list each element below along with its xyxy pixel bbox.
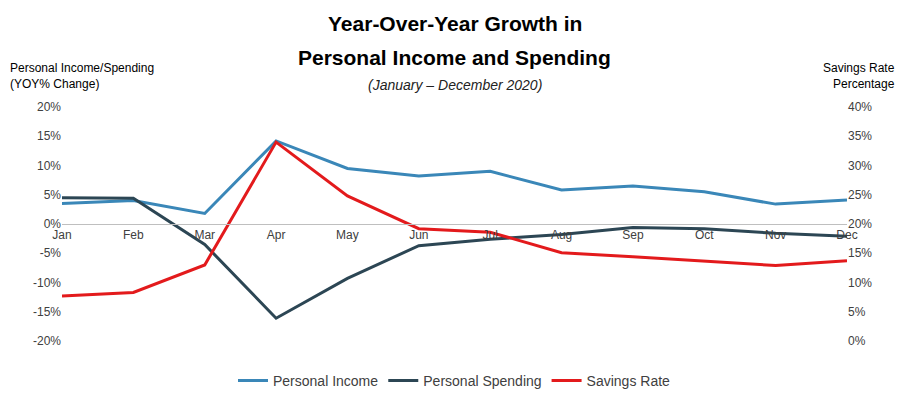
svg-text:-20%: -20%: [33, 334, 61, 348]
svg-text:Sep: Sep: [622, 228, 644, 242]
svg-text:May: May: [336, 228, 359, 242]
svg-text:Savings RatePercentage: Savings RatePercentage: [823, 61, 895, 91]
svg-text:Jul: Jul: [483, 228, 498, 242]
svg-text:Personal Income and Spending: Personal Income and Spending: [298, 46, 611, 69]
svg-text:Personal Income/Spending(YOY%: Personal Income/Spending(YOY% Change): [10, 61, 154, 91]
svg-text:Personal Spending: Personal Spending: [423, 373, 541, 389]
svg-text:Feb: Feb: [123, 228, 144, 242]
svg-text:10%: 10%: [37, 159, 61, 173]
svg-text:15%: 15%: [37, 129, 61, 143]
svg-text:Apr: Apr: [267, 228, 286, 242]
svg-text:25%: 25%: [848, 188, 872, 202]
svg-text:Dec: Dec: [836, 228, 857, 242]
svg-text:30%: 30%: [848, 159, 872, 173]
svg-text:Mar: Mar: [194, 228, 215, 242]
svg-text:Aug: Aug: [551, 228, 572, 242]
svg-text:0%: 0%: [44, 217, 62, 231]
svg-text:5%: 5%: [848, 305, 866, 319]
svg-text:-10%: -10%: [33, 276, 61, 290]
svg-text:40%: 40%: [848, 100, 872, 114]
svg-text:5%: 5%: [44, 188, 62, 202]
svg-text:Jun: Jun: [409, 228, 428, 242]
svg-text:10%: 10%: [848, 276, 872, 290]
svg-text:Year-Over-Year Growth in: Year-Over-Year Growth in: [328, 12, 582, 35]
svg-text:(January – December 2020): (January – December 2020): [368, 77, 542, 93]
svg-text:0%: 0%: [848, 334, 866, 348]
svg-text:Savings Rate: Savings Rate: [587, 373, 670, 389]
svg-text:15%: 15%: [848, 246, 872, 260]
svg-text:Jan: Jan: [52, 228, 71, 242]
svg-text:Nov: Nov: [765, 228, 786, 242]
svg-text:-15%: -15%: [33, 305, 61, 319]
svg-text:Personal Income: Personal Income: [273, 373, 378, 389]
svg-text:20%: 20%: [848, 217, 872, 231]
svg-text:20%: 20%: [37, 100, 61, 114]
svg-text:35%: 35%: [848, 129, 872, 143]
svg-text:Oct: Oct: [695, 228, 714, 242]
svg-text:-5%: -5%: [40, 246, 62, 260]
